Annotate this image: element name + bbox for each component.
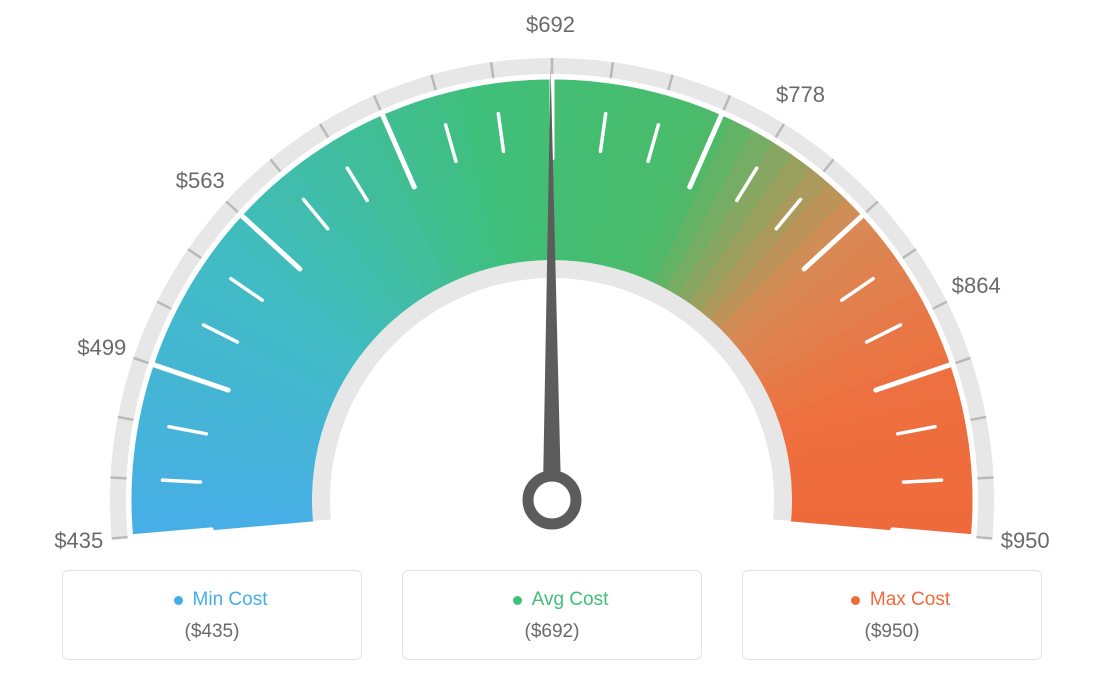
legend-value-max: ($950): [743, 621, 1041, 643]
legend-dot-icon: [513, 596, 522, 605]
legend-card-max: Max Cost ($950): [742, 570, 1042, 660]
legend-title-avg: Avg Cost: [496, 589, 609, 611]
legend-title-max: Max Cost: [834, 589, 950, 611]
gauge-scale-label: $864: [952, 273, 1001, 299]
gauge-hub: [528, 476, 576, 524]
gauge-scale-label: $692: [526, 12, 575, 38]
legend-dot-icon: [174, 596, 183, 605]
gauge-scale-label: $563: [176, 168, 225, 194]
legend-card-avg: Avg Cost ($692): [402, 570, 702, 660]
gauge-scale-label: $435: [54, 528, 103, 554]
gauge-svg: [0, 0, 1104, 560]
legend-card-min: Min Cost ($435): [62, 570, 362, 660]
legend-title-min: Min Cost: [157, 589, 268, 611]
legend-dot-icon: [851, 596, 860, 605]
gauge-scale-label: $499: [77, 335, 126, 361]
cost-gauge: $435 $499 $563 $692 $778 $864 $950: [0, 0, 1104, 560]
legend-value-avg: ($692): [403, 621, 701, 643]
gauge-scale-label: $950: [1001, 528, 1050, 554]
gauge-scale-label: $778: [776, 82, 825, 108]
legend-value-min: ($435): [63, 621, 361, 643]
legend-row: Min Cost ($435) Avg Cost ($692) Max Cost ($95…: [0, 560, 1104, 660]
